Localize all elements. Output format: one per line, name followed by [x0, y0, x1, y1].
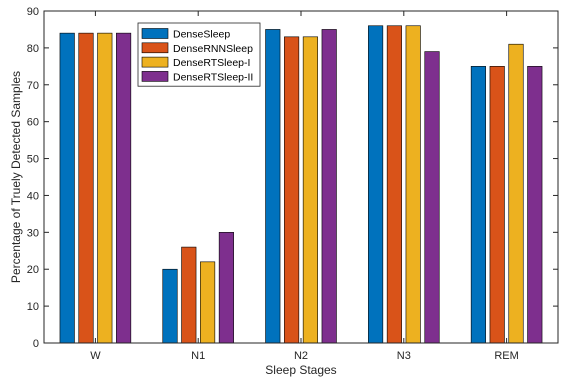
legend-label: DenseRTSleep-II: [173, 71, 253, 83]
y-tick-label: 60: [27, 117, 39, 129]
bar-densernnsleep-n3: [386, 25, 402, 344]
bar-densertsleep-i-rem: [508, 43, 524, 344]
legend-label: DenseRTSleep-I: [173, 57, 250, 69]
legend-swatch: [141, 28, 169, 39]
bar-densesleep-n2: [265, 29, 281, 344]
y-tick-label: 20: [27, 264, 39, 276]
bar-densesleep-n3: [368, 25, 384, 344]
bar-densertsleep-i-n2: [302, 36, 318, 344]
y-tick-label: 70: [27, 80, 39, 92]
bar-densernnsleep-w: [78, 32, 94, 344]
y-axis: 0 10 20 30 40 50 60 70 80 90: [27, 6, 558, 350]
x-axis-label: Sleep Stages: [265, 363, 336, 377]
bar-densertsleep-ii-n1: [218, 232, 234, 344]
bar-densertsleep-i-w: [97, 32, 113, 344]
y-tick-label: 10: [27, 301, 39, 313]
bar-densernnsleep-n2: [284, 36, 300, 344]
bar-densertsleep-ii-rem: [527, 66, 543, 344]
legend-swatch: [141, 56, 169, 68]
y-tick-label: 50: [27, 154, 39, 166]
bar-densertsleep-ii-n2: [321, 29, 337, 344]
x-tick-label: N1: [191, 350, 205, 362]
bar-densertsleep-ii-w: [116, 32, 132, 344]
bars-layer: [59, 25, 543, 344]
bar-densertsleep-ii-n3: [424, 51, 440, 344]
y-tick-label: 0: [33, 338, 39, 350]
bar-densertsleep-i-n1: [200, 261, 216, 344]
bar-densernnsleep-n1: [181, 246, 197, 344]
x-axis: W N1 N2 N3 REM: [90, 11, 519, 362]
bar-densesleep-rem: [470, 66, 486, 344]
y-tick-label: 90: [27, 6, 39, 18]
legend-label: DenseRNNSleep: [173, 43, 253, 55]
y-tick-label: 40: [27, 190, 39, 202]
bar-densernnsleep-rem: [489, 66, 505, 344]
x-tick-label: N2: [294, 350, 308, 362]
y-tick-label: 80: [27, 43, 39, 55]
bar-densesleep-w: [59, 32, 75, 344]
y-tick-label: 30: [27, 227, 39, 239]
x-tick-label: REM: [494, 350, 518, 362]
x-tick-label: W: [90, 350, 101, 362]
legend-swatch: [141, 42, 169, 54]
bar-densertsleep-i-n3: [405, 25, 421, 344]
bar-densesleep-n1: [162, 268, 178, 344]
legend-label: DenseSleep: [173, 29, 230, 41]
x-tick-label: N3: [397, 350, 411, 362]
legend: DenseSleep DenseRNNSleep DenseRTSleep-I Den…: [137, 22, 261, 87]
legend-swatch: [141, 71, 169, 82]
y-axis-label: Percentage of Truely Detected Samples: [9, 71, 23, 283]
